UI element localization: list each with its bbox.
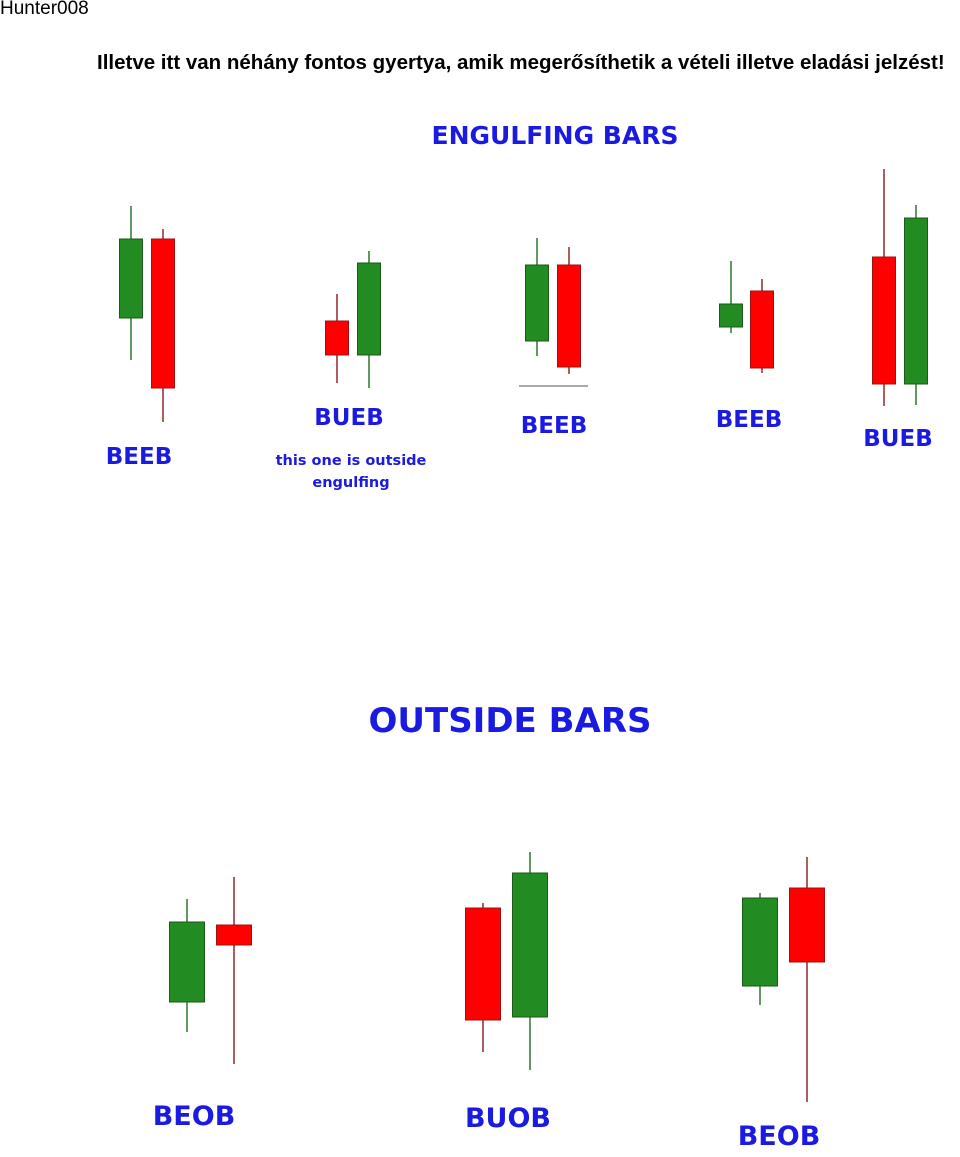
candle-body xyxy=(512,872,548,1018)
bullish-candle xyxy=(169,899,205,1032)
candle-body xyxy=(750,290,774,369)
candle-body xyxy=(465,907,501,1021)
bullish-candle xyxy=(512,852,548,1070)
candle-body xyxy=(525,264,549,342)
pattern-label: BUOB xyxy=(464,1103,552,1134)
pattern-label: BEOB xyxy=(737,1121,821,1152)
bullish-candle xyxy=(742,893,778,1005)
bearish-candle xyxy=(789,857,825,1102)
bearish-candle xyxy=(216,877,252,1064)
pattern-label: BEEB xyxy=(105,444,173,470)
bullish-candle xyxy=(904,205,928,405)
bearish-candle xyxy=(872,169,896,406)
candle-body xyxy=(789,887,825,963)
pattern-label: BEEB xyxy=(520,413,588,439)
candle-body xyxy=(742,897,778,987)
candle-body xyxy=(151,238,175,389)
candle-body xyxy=(557,264,581,368)
outside-bars-title: OUTSIDE BARS xyxy=(368,701,652,741)
candle-body xyxy=(216,924,252,946)
candle-body xyxy=(904,217,928,385)
candle-body xyxy=(719,303,743,328)
pattern-note: this one is outside engulfing xyxy=(275,453,427,491)
pattern-label: BEEB xyxy=(715,407,783,433)
candle-body xyxy=(119,238,143,319)
pattern-label: BUEB xyxy=(314,405,384,431)
bearish-candle xyxy=(325,294,349,383)
bullish-candle xyxy=(719,261,743,333)
bullish-candle xyxy=(525,238,549,356)
bullish-candle xyxy=(119,206,143,360)
author-name: Hunter008 xyxy=(0,0,89,19)
candle-body xyxy=(325,320,349,356)
bearish-candle xyxy=(750,279,774,373)
pattern-label: BUEB xyxy=(863,426,933,452)
engulfing-bars-title: ENGULFING BARS xyxy=(431,121,679,150)
bearish-candle xyxy=(465,903,501,1052)
bearish-candle xyxy=(557,247,581,374)
bullish-candle xyxy=(357,251,381,388)
candle-body xyxy=(169,921,205,1003)
bearish-candle xyxy=(151,229,175,422)
intro-text: Illetve itt van néhány fontos gyertya, a… xyxy=(97,51,945,74)
pattern-label: BEOB xyxy=(152,1101,236,1132)
candle-body xyxy=(357,262,381,356)
candle-body xyxy=(872,256,896,385)
